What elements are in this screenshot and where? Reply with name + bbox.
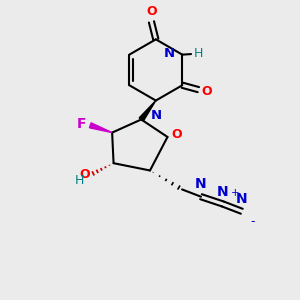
Text: O: O	[201, 85, 212, 98]
Text: H: H	[75, 174, 84, 187]
Text: +: +	[231, 188, 240, 198]
Polygon shape	[139, 100, 156, 121]
Text: H: H	[194, 47, 203, 60]
Polygon shape	[89, 123, 112, 133]
Text: N: N	[216, 185, 228, 199]
Text: O: O	[146, 5, 157, 18]
Text: N: N	[151, 109, 162, 122]
Text: O: O	[172, 128, 182, 141]
Text: N: N	[236, 192, 247, 206]
Text: N: N	[195, 178, 207, 191]
Text: F: F	[76, 117, 86, 131]
Text: N: N	[164, 47, 175, 60]
Text: -: -	[250, 215, 254, 228]
Text: O: O	[80, 168, 90, 181]
